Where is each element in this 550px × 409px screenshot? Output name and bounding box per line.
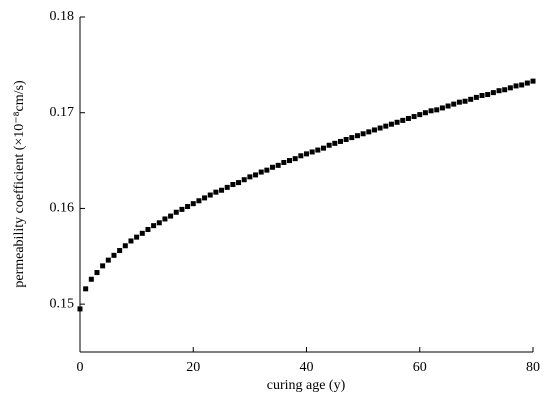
- point: [485, 92, 491, 98]
- point: [207, 192, 213, 198]
- point: [162, 216, 168, 222]
- x-tick-label: 80: [526, 360, 540, 375]
- point: [513, 83, 519, 89]
- point: [439, 105, 445, 111]
- point: [383, 123, 389, 129]
- x-tick-label: 0: [77, 360, 84, 375]
- point: [349, 135, 355, 141]
- point: [473, 94, 479, 100]
- y-tick-label: 0.17: [50, 105, 75, 120]
- point: [100, 263, 106, 269]
- x-axis-label: curing age (y): [267, 378, 346, 393]
- point: [462, 98, 468, 104]
- point: [360, 131, 366, 137]
- point: [479, 92, 485, 98]
- point: [309, 149, 315, 155]
- point: [168, 213, 174, 219]
- x-tick-label: 40: [300, 360, 314, 375]
- point: [337, 138, 343, 144]
- point: [281, 159, 287, 165]
- point: [394, 119, 400, 125]
- point: [156, 220, 162, 226]
- point: [411, 114, 417, 120]
- point: [422, 110, 428, 116]
- point: [445, 103, 451, 109]
- point: [117, 248, 123, 254]
- point: [88, 276, 94, 282]
- point: [213, 189, 219, 195]
- point: [371, 127, 377, 133]
- point: [190, 201, 196, 207]
- point: [451, 101, 457, 107]
- point: [304, 151, 309, 157]
- point: [315, 147, 321, 153]
- point: [287, 158, 293, 164]
- point: [247, 174, 253, 180]
- point: [264, 167, 270, 173]
- x-tick-label: 20: [186, 360, 200, 375]
- point: [388, 121, 394, 127]
- point: [253, 172, 259, 178]
- y-tick-label: 0.18: [50, 9, 75, 24]
- point: [468, 96, 474, 102]
- point: [354, 133, 360, 139]
- point: [270, 164, 276, 170]
- point: [417, 112, 423, 118]
- point: [320, 145, 326, 151]
- x-tick-label: 60: [413, 360, 427, 375]
- point: [366, 129, 372, 135]
- point: [507, 85, 513, 91]
- point: [83, 286, 89, 292]
- point: [139, 230, 145, 236]
- point: [502, 87, 508, 93]
- point: [400, 117, 406, 123]
- point: [490, 90, 496, 96]
- point: [258, 169, 264, 175]
- point: [94, 270, 100, 276]
- point: [428, 108, 434, 114]
- point: [530, 78, 536, 84]
- point: [151, 223, 157, 229]
- point: [224, 184, 230, 190]
- point: [292, 156, 298, 162]
- point: [524, 80, 530, 86]
- point: [456, 99, 462, 105]
- point: [241, 177, 247, 183]
- point: [332, 140, 338, 146]
- point: [196, 198, 202, 204]
- point: [434, 107, 440, 113]
- y-axis-label: permeability coefficient (×10⁻⁸cm/s): [12, 80, 27, 288]
- point: [405, 115, 411, 121]
- point: [179, 206, 185, 212]
- point: [496, 88, 502, 94]
- y-tick-label: 0.15: [50, 296, 75, 311]
- point: [173, 209, 179, 215]
- point: [343, 137, 349, 143]
- point: [185, 204, 191, 210]
- point: [202, 195, 208, 201]
- point: [377, 125, 383, 131]
- point: [134, 234, 140, 240]
- point: [111, 252, 117, 258]
- point: [326, 142, 332, 148]
- point: [236, 180, 242, 186]
- point: [230, 182, 236, 187]
- point: [219, 187, 225, 193]
- point: [77, 306, 83, 312]
- point: [519, 82, 525, 88]
- point: [128, 238, 134, 244]
- point: [105, 257, 111, 263]
- point: [145, 226, 151, 232]
- point: [122, 243, 128, 249]
- point: [298, 153, 304, 159]
- y-tick-label: 0.16: [50, 201, 75, 216]
- point: [275, 162, 281, 168]
